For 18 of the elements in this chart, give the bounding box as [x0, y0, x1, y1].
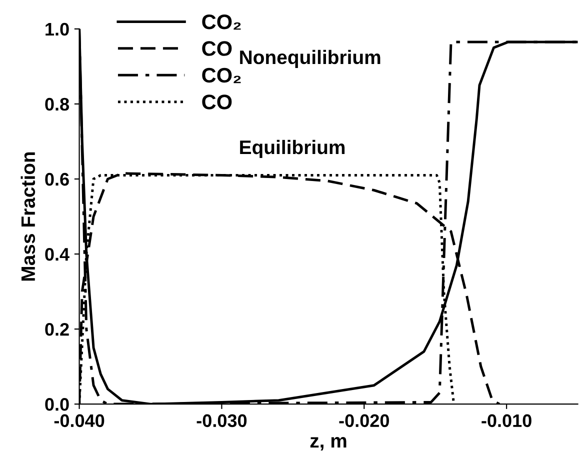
y-axis-title: Mass Fraction [20, 152, 36, 281]
legend-label: CO₂ [202, 68, 241, 84]
y-tick-label: 0.6 [45, 172, 69, 186]
x-tick-label: -0.030 [196, 414, 247, 428]
annotation: Equilibrium [240, 140, 345, 158]
x-tick-label: -0.040 [54, 414, 104, 428]
legend-label: CO [202, 41, 232, 56]
x-tick-label: -0.010 [482, 414, 532, 428]
annotation: Nonequilibrium [240, 50, 380, 68]
y-tick-label: 0.2 [45, 322, 69, 336]
x-tick-label: -0.020 [339, 414, 389, 428]
y-tick-label: 0.0 [45, 398, 69, 411]
y-tick-label: 0.8 [45, 98, 70, 111]
legend-label: CO [202, 94, 232, 110]
y-tick-label: 0.4 [45, 248, 70, 261]
legend-label: CO₂ [202, 14, 241, 30]
x-axis-title: z, m [310, 437, 346, 451]
y-tick-label: 1.0 [46, 22, 69, 36]
